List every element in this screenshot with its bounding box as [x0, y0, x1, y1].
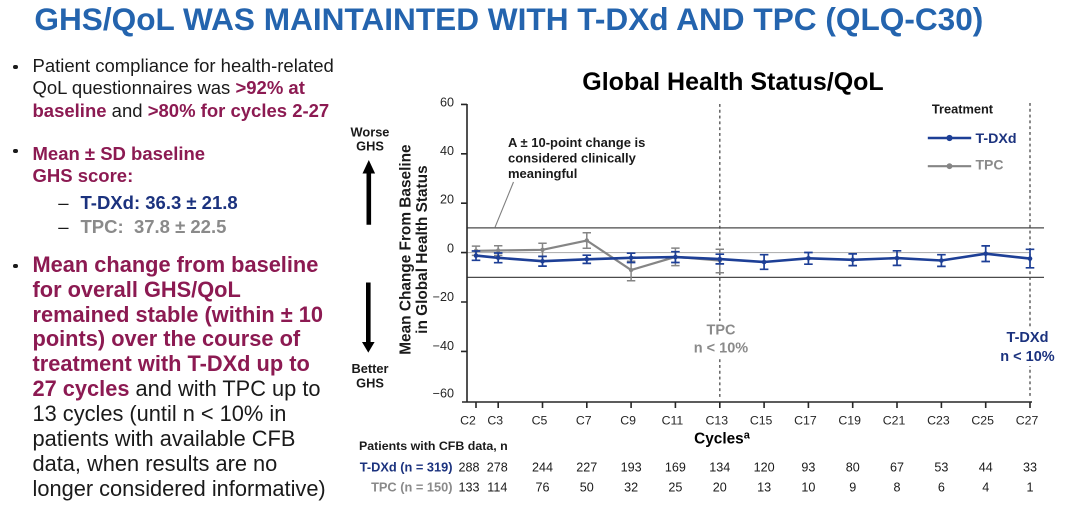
svg-text:193: 193 — [621, 460, 642, 474]
svg-text:Worse: Worse — [351, 124, 390, 139]
svg-text:20: 20 — [440, 193, 454, 207]
svg-text:C7: C7 — [576, 414, 592, 428]
svg-text:288: 288 — [458, 460, 479, 474]
svg-text:76: 76 — [535, 480, 549, 494]
svg-text:227: 227 — [576, 460, 597, 474]
svg-text:n < 10%: n < 10% — [1000, 349, 1055, 365]
svg-text:C19: C19 — [838, 414, 861, 428]
svg-text:9: 9 — [849, 480, 856, 494]
svg-text:TPC (n = 150): TPC (n = 150) — [371, 479, 452, 494]
svg-text:114: 114 — [487, 480, 507, 494]
svg-text:4: 4 — [982, 480, 989, 494]
svg-text:C21: C21 — [883, 414, 906, 428]
svg-text:GHS: GHS — [356, 139, 384, 154]
svg-text:C2: C2 — [460, 414, 476, 428]
svg-text:67: 67 — [890, 460, 904, 474]
svg-text:120: 120 — [754, 460, 775, 474]
svg-text:8: 8 — [893, 480, 900, 494]
svg-text:−40: −40 — [433, 339, 454, 353]
svg-text:C25: C25 — [971, 414, 994, 428]
svg-text:10: 10 — [801, 480, 815, 494]
svg-text:−60: −60 — [433, 387, 454, 401]
svg-text:n < 10%: n < 10% — [694, 341, 749, 357]
svg-text:50: 50 — [580, 480, 594, 494]
svg-text:13: 13 — [757, 480, 771, 494]
svg-text:0: 0 — [447, 241, 454, 255]
svg-text:C5: C5 — [532, 414, 548, 428]
svg-text:C11: C11 — [662, 414, 684, 428]
svg-text:Cyclesa: Cyclesa — [694, 430, 751, 448]
svg-text:considered clinically: considered clinically — [508, 150, 637, 165]
svg-text:44: 44 — [979, 460, 993, 474]
svg-text:C23: C23 — [927, 414, 950, 428]
svg-text:GHS: GHS — [356, 375, 384, 390]
svg-text:134: 134 — [709, 460, 730, 474]
svg-text:133: 133 — [458, 480, 479, 494]
svg-text:244: 244 — [532, 460, 553, 474]
svg-text:A ± 10-point change is: A ± 10-point change is — [508, 135, 645, 150]
svg-text:C3: C3 — [487, 414, 503, 428]
svg-text:C27: C27 — [1016, 414, 1039, 428]
svg-text:40: 40 — [440, 144, 454, 158]
svg-text:C15: C15 — [750, 414, 773, 428]
svg-text:Global Health Status/QoL: Global Health Status/QoL — [582, 68, 883, 96]
svg-text:278: 278 — [487, 460, 508, 474]
svg-text:TPC: TPC — [976, 157, 1004, 173]
svg-text:Patients with CFB data, n: Patients with CFB data, n — [359, 439, 508, 453]
svg-text:C13: C13 — [706, 414, 729, 428]
svg-text:80: 80 — [846, 460, 860, 474]
svg-text:1: 1 — [1026, 480, 1033, 494]
svg-text:T-DXd: T-DXd — [976, 131, 1017, 147]
svg-text:in Global Health Status: in Global Health Status — [414, 165, 431, 333]
svg-text:6: 6 — [938, 480, 945, 494]
svg-text:20: 20 — [713, 480, 727, 494]
svg-text:meaningful: meaningful — [508, 166, 577, 181]
svg-text:C9: C9 — [620, 414, 636, 428]
svg-text:Better: Better — [352, 361, 389, 376]
svg-text:TPC: TPC — [707, 323, 737, 339]
svg-text:32: 32 — [624, 480, 638, 494]
svg-text:T-DXd: T-DXd — [1007, 330, 1049, 346]
svg-text:C17: C17 — [794, 414, 817, 428]
svg-text:53: 53 — [934, 460, 948, 474]
svg-text:−20: −20 — [433, 290, 454, 304]
svg-text:33: 33 — [1023, 460, 1037, 474]
svg-text:60: 60 — [440, 96, 454, 110]
svg-text:Mean Change From Baseline: Mean Change From Baseline — [398, 144, 415, 355]
svg-text:93: 93 — [801, 460, 815, 474]
svg-text:169: 169 — [665, 460, 686, 474]
svg-text:Treatment: Treatment — [932, 102, 994, 117]
svg-text:T-DXd (n = 319): T-DXd (n = 319) — [360, 459, 453, 474]
svg-text:25: 25 — [668, 480, 682, 494]
